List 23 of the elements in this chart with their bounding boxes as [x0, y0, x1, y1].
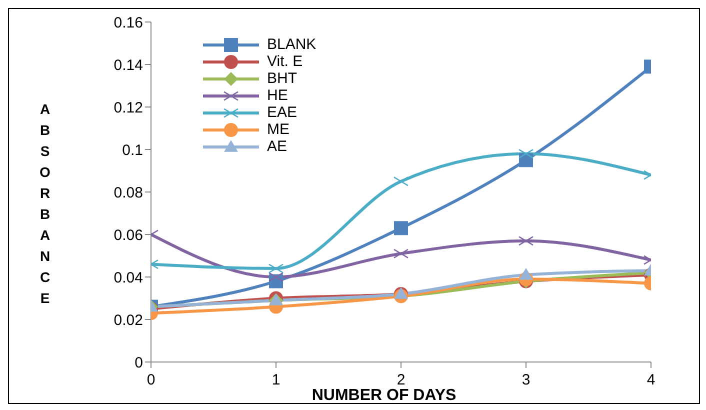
y-tick-label: 0.08 — [114, 184, 143, 202]
legend-label: ME — [267, 121, 290, 138]
legend-label: AE — [267, 138, 288, 155]
legend-label: Vit. E — [267, 53, 303, 70]
x-tick-label: 4 — [646, 372, 656, 389]
text: ABSORBANCE — [40, 101, 50, 306]
y-tick-label: 0.02 — [114, 312, 143, 329]
y-tick-label: 0.1 — [122, 142, 143, 159]
y-tick-label: 0.14 — [114, 56, 143, 74]
x-tick-label: 2 — [396, 372, 406, 389]
x-tick-label: 1 — [272, 372, 280, 389]
x-axis-title: NUMBER OF DAYS — [310, 387, 458, 405]
legend-label: HE — [267, 87, 288, 104]
legend-label: BHT — [267, 70, 297, 87]
y-tick-label: 0.12 — [114, 99, 143, 116]
legend-label: EAE — [267, 104, 298, 121]
x-tick-label: 3 — [522, 372, 530, 389]
y-tick-label: 0.16 — [114, 14, 143, 32]
y-tick-label: 0.04 — [114, 269, 143, 286]
y-tick-label: 0.06 — [114, 226, 143, 244]
legend-label: BLANK — [267, 36, 316, 53]
y-tick-label: 0 — [134, 354, 143, 372]
x-tick-label: 0 — [146, 372, 156, 389]
